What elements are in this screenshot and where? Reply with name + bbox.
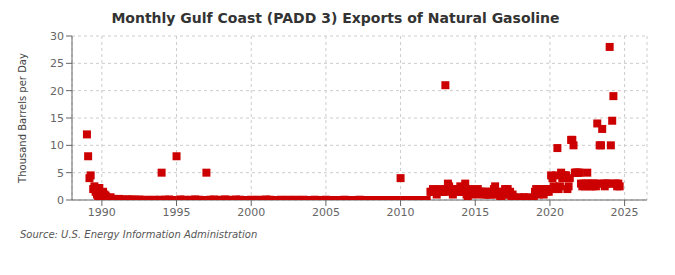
svg-text:0: 0 (57, 194, 64, 207)
svg-text:25: 25 (50, 57, 64, 70)
svg-text:2000: 2000 (237, 206, 265, 219)
svg-text:2010: 2010 (387, 206, 415, 219)
svg-text:Thousand Barrels per Day: Thousand Barrels per Day (17, 53, 28, 184)
svg-text:2015: 2015 (461, 206, 489, 219)
svg-text:1990: 1990 (88, 206, 116, 219)
svg-text:1995: 1995 (163, 206, 191, 219)
svg-text:15: 15 (50, 112, 64, 125)
html-text:Source: U.S. Energy Informatio: Source: U.S. Energy Information Administ… (20, 229, 258, 240)
svg-text:5: 5 (57, 167, 64, 180)
svg-text:2025: 2025 (611, 206, 639, 219)
svg-text:30: 30 (50, 30, 64, 43)
svg-text:10: 10 (50, 139, 64, 152)
svg-text:2020: 2020 (536, 206, 564, 219)
html-text:Monthly Gulf Coast (PADD 3) Ex: Monthly Gulf Coast (PADD 3) Exports of N… (111, 10, 560, 26)
svg-text:2005: 2005 (312, 206, 340, 219)
svg-text:20: 20 (50, 85, 64, 98)
